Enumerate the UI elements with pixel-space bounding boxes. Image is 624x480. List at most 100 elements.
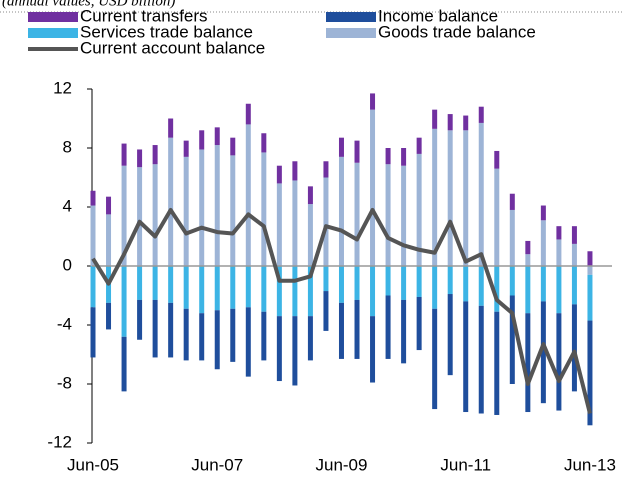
bar-segment	[323, 177, 329, 266]
bar-segment	[478, 266, 484, 306]
bar-segment	[292, 161, 298, 181]
bar-segment	[587, 266, 593, 275]
bar-segment	[276, 266, 282, 317]
bar-segment	[261, 152, 267, 266]
bar-segment	[199, 149, 205, 266]
legend-label: Services trade balance	[80, 22, 253, 41]
bar-segment	[587, 251, 593, 266]
bar-segment	[152, 299, 158, 358]
bar-segment	[587, 320, 593, 426]
bar-segment	[385, 148, 391, 165]
bar-segment	[556, 266, 562, 314]
bar-segment	[292, 180, 298, 266]
bar-segment	[307, 266, 313, 317]
bar-segment	[261, 311, 267, 361]
bar-segment	[245, 307, 251, 377]
bar-segment	[494, 311, 500, 415]
legend-swatch	[326, 28, 376, 38]
bar-segment	[370, 93, 376, 110]
bar-segment	[121, 143, 127, 166]
bar-segment	[214, 127, 220, 146]
bar-segment	[385, 266, 391, 296]
x-tick-label: Jun-09	[315, 455, 367, 474]
bar-segment	[401, 299, 407, 364]
bar-segment	[540, 220, 546, 266]
bar-segment	[106, 196, 112, 215]
bar-segment	[525, 266, 531, 314]
bar-segment	[525, 254, 531, 266]
bar-segment	[432, 308, 438, 410]
y-tick-label: 8	[63, 137, 72, 156]
bar-segment	[338, 137, 344, 157]
bar-segment	[245, 266, 251, 308]
bar-segment	[556, 239, 562, 266]
bar-segment	[168, 302, 174, 358]
bar-segment	[137, 299, 143, 340]
bar-segment	[261, 266, 267, 312]
bar-segment	[447, 114, 453, 131]
bar-segment	[509, 209, 515, 266]
bar-segment	[338, 156, 344, 266]
bar-segment	[416, 266, 422, 297]
bar-segment	[121, 266, 127, 337]
bar-segment	[168, 137, 174, 266]
bar-segment	[199, 266, 205, 314]
bar-segment	[401, 266, 407, 300]
x-tick-label: Jun-07	[191, 455, 243, 474]
bar-segment	[571, 266, 577, 305]
bar-segment	[447, 130, 453, 266]
bar-segment	[494, 150, 500, 169]
bar-segment	[432, 109, 438, 129]
bar-segment	[323, 161, 329, 178]
bar-segment	[463, 130, 469, 266]
bar-segment	[90, 190, 96, 206]
bar-segment	[152, 145, 158, 165]
legend-label: Income balance	[378, 6, 498, 25]
line	[91, 207, 592, 414]
bar-segment	[478, 106, 484, 123]
bar-segment	[540, 205, 546, 221]
legend-swatch	[28, 28, 78, 38]
bar-segment	[447, 294, 453, 376]
bar-segment	[540, 266, 546, 302]
bar-segment	[230, 137, 236, 156]
bar-segment	[494, 168, 500, 266]
bar-segment	[447, 266, 453, 295]
bar-segment	[370, 266, 376, 317]
bar-segment	[292, 266, 298, 317]
y-tick-label: 12	[53, 78, 72, 97]
bar-segment	[463, 301, 469, 413]
bar-segment	[509, 266, 515, 296]
legend-swatch	[28, 12, 78, 22]
bar-segment	[137, 266, 143, 300]
bar-segment	[276, 165, 282, 184]
bar-segment	[556, 313, 562, 411]
bar-segment	[245, 103, 251, 125]
bar-segment	[276, 316, 282, 382]
bar-segment	[307, 186, 313, 205]
y-tick-label: 4	[63, 196, 72, 215]
bar-segment	[137, 167, 143, 266]
legend-label: Current transfers	[80, 6, 208, 25]
legend-label: Current account balance	[80, 38, 265, 57]
bar-segment	[556, 226, 562, 240]
bar-segment	[121, 336, 127, 392]
bar-segment	[338, 266, 344, 303]
bar-segment	[183, 140, 189, 157]
bar-segment	[106, 302, 112, 330]
bar-segment	[401, 148, 407, 166]
bar-segment	[525, 240, 531, 255]
bar-segment	[230, 308, 236, 362]
bar-segment	[214, 310, 220, 370]
bar-segment	[214, 266, 220, 311]
bar-segment	[370, 109, 376, 267]
bar-segment	[354, 266, 360, 300]
bar-segment	[307, 204, 313, 266]
bar-segment	[432, 266, 438, 309]
x-tick-label: Jun-13	[564, 455, 616, 474]
bar-segment	[230, 266, 236, 309]
bar-segment	[199, 313, 205, 361]
bar-segment	[90, 266, 96, 308]
bar-segment	[168, 266, 174, 303]
